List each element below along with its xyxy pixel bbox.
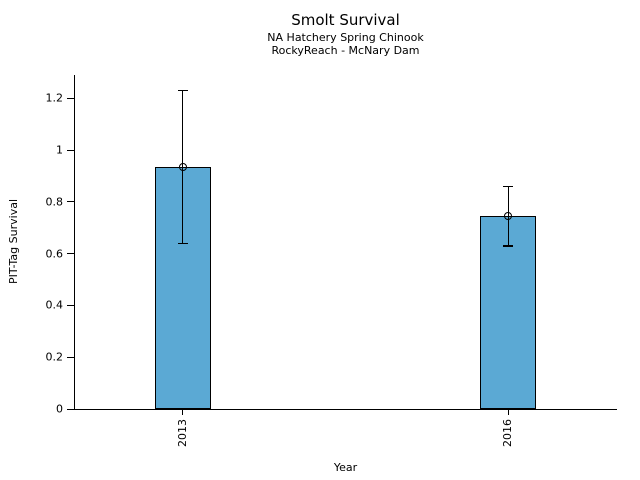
error-bar-cap-top <box>177 89 188 92</box>
error-bar-cap-bottom <box>503 245 514 247</box>
y-tick-label: 0.8 <box>45 195 64 209</box>
x-tick-label-text: 2013 <box>175 419 189 447</box>
y-tick-label: 1 <box>56 143 63 157</box>
x-tick-mark <box>507 409 509 415</box>
y-tick-mark <box>67 408 74 410</box>
x-axis-label: Year <box>333 461 358 474</box>
x-tick-label: 2013 <box>176 419 189 450</box>
plot-area: 0 0.2 0.4 0.6 0.8 1 1.2 2013 2016 <box>46 75 617 447</box>
y-tick-label: 0 <box>56 402 63 416</box>
y-tick-label: 0.4 <box>45 298 64 312</box>
error-bar-cap-top <box>503 185 514 188</box>
x-tick-label-text: 2016 <box>501 419 515 447</box>
y-tick-mark <box>67 253 74 255</box>
y-tick-mark <box>67 304 74 306</box>
chart-subtitle-line2: RockyReach - McNary Dam <box>271 44 420 57</box>
data-point-marker <box>504 212 513 221</box>
y-tick-label: 0.6 <box>45 247 64 261</box>
y-axis-label-text: PIT-Tag Survival <box>7 199 20 285</box>
y-tick-mark <box>67 201 74 203</box>
x-axis-spine <box>74 409 617 410</box>
y-tick-mark <box>67 356 74 358</box>
chart-subtitle-line1: NA Hatchery Spring Chinook <box>267 31 424 44</box>
chart-title: Smolt Survival <box>291 11 400 29</box>
x-tick-label: 2016 <box>501 419 514 450</box>
y-tick-label: 0.2 <box>45 350 64 364</box>
data-point-marker <box>178 162 187 171</box>
y-tick-label: 1.2 <box>45 91 64 105</box>
y-tick-mark <box>67 97 74 99</box>
x-tick-mark <box>182 409 184 415</box>
bar-2016 <box>480 216 537 409</box>
y-tick-mark <box>67 149 74 151</box>
y-axis-spine <box>74 75 75 410</box>
error-bar-cap-bottom <box>177 242 188 245</box>
y-axis-label: PIT-Tag Survival <box>6 75 21 409</box>
